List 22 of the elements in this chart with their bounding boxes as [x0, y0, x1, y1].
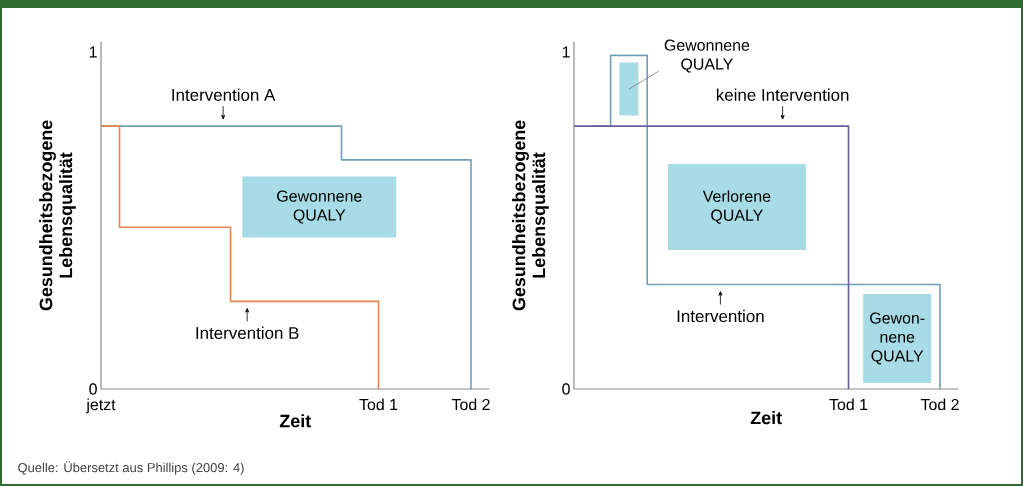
series-label: keine Intervention — [716, 88, 849, 101]
x-tick-label: Tod 1 — [359, 398, 398, 411]
y-tick-label: 1 — [562, 46, 570, 58]
annotation: Gewon-nene QUALY — [870, 312, 925, 365]
annotation: Gewonnene QUALY — [277, 190, 362, 224]
x-tick-label: jetzt — [86, 398, 116, 414]
x-axis-title: Zeit — [279, 414, 311, 428]
annotation: Verlorene QUALY — [702, 190, 771, 224]
series-label: Intervention A — [172, 88, 276, 101]
source-note: Quelle: Übersetzt aus Phillips (2009: 4) — [18, 461, 244, 475]
series-label: Intervention B — [196, 326, 299, 340]
y-axis-title: Gesundheitsbezogene Lebensqualität — [512, 120, 549, 311]
x-axis-title: Zeit — [750, 411, 782, 425]
x-tick-label: Tod 2 — [451, 398, 490, 411]
annotation: Gewonnene QUALY — [664, 39, 750, 73]
series-label: Intervention — [677, 309, 764, 323]
x-tick-label: Tod 1 — [829, 398, 868, 411]
y-tick-label: 1 — [89, 46, 97, 58]
x-tick-label: Tod 2 — [920, 398, 959, 411]
y-tick-label: 0 — [562, 383, 570, 395]
y-axis-title: Gesundheitsbezogene Lebensqualität — [39, 120, 76, 311]
y-tick-label: 0 — [89, 383, 97, 395]
